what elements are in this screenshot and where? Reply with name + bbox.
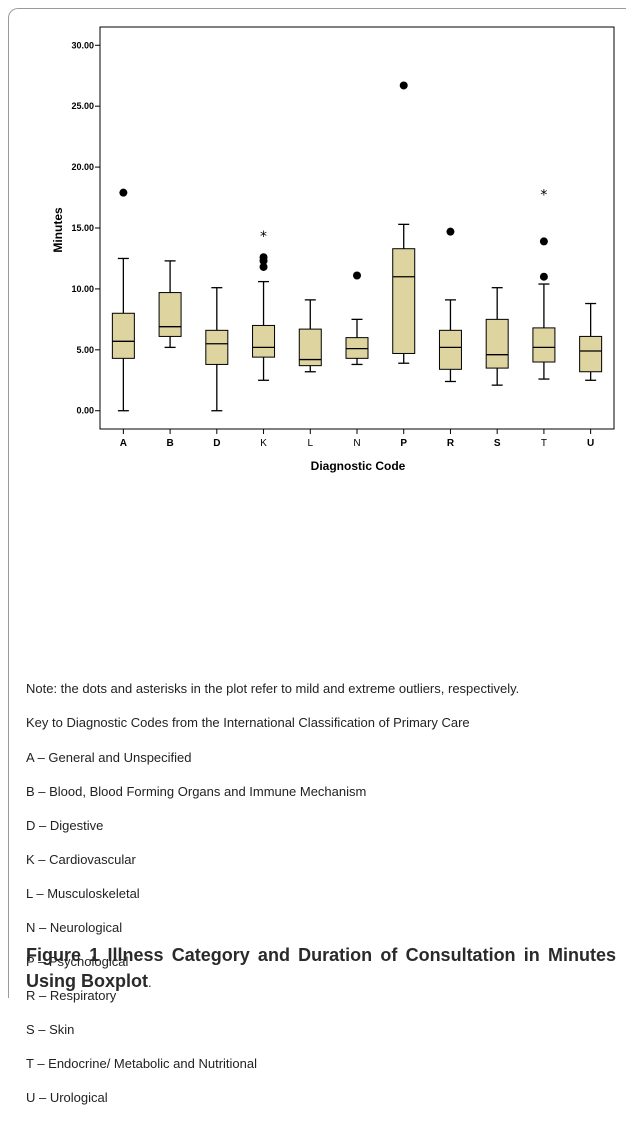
key-item: K – Cardiovascular (26, 852, 136, 867)
y-tick-label: 30.00 (71, 40, 94, 50)
box-s (485, 318, 509, 369)
outlier-note: Note: the dots and asterisks in the plot… (26, 681, 520, 696)
box-a (111, 312, 135, 359)
box-b (158, 292, 182, 337)
box-t (532, 327, 556, 363)
mild-outlier-dot (446, 227, 455, 236)
key-item: U – Urological (26, 1090, 108, 1105)
mild-outlier-dot (399, 81, 408, 90)
x-tick-label: B (166, 438, 173, 449)
x-tick-label: R (447, 438, 455, 449)
y-tick-label: 0.00 (76, 406, 94, 416)
x-tick-label: L (307, 438, 313, 449)
x-tick-label: K (260, 438, 267, 449)
plot-area-border (99, 26, 615, 430)
x-tick-label: D (213, 438, 220, 449)
x-tick-label: U (587, 438, 594, 449)
x-axis-label: Diagnostic Code (311, 459, 406, 473)
x-tick-label: T (541, 438, 547, 449)
box-u (579, 335, 603, 373)
key-item: R – Respiratory (26, 988, 117, 1003)
key-item: S – Skin (26, 1022, 75, 1037)
key-item: T – Endocrine/ Metabolic and Nutritional (26, 1056, 257, 1071)
box-d (205, 329, 229, 365)
x-tick-label: S (494, 438, 501, 449)
y-tick-label: 20.00 (71, 162, 94, 172)
key-title: Key to Diagnostic Codes from the Interna… (26, 715, 470, 730)
figure-title: Illness Category and Duration of Consult… (26, 945, 616, 991)
boxplot-chart: Minutes Diagnostic Code 0.00 5.00 10.00 15.… (51, 26, 615, 473)
y-tick-label: 15.00 (71, 223, 94, 233)
diagnostic-code-key: A – General and Unspecified B – Blood, B… (26, 749, 366, 1123)
x-tick-label: A (120, 438, 127, 449)
x-tick-label: N (353, 438, 360, 449)
mild-outlier-dot (539, 237, 548, 246)
figure-label: Figure 1 (26, 945, 100, 965)
mild-outlier-dot (539, 272, 548, 281)
caption-period: . (148, 975, 152, 990)
box-l (298, 328, 322, 367)
mild-outlier-dot (259, 262, 268, 271)
y-tick-label: 10.00 (71, 284, 94, 294)
extreme-outlier-asterisk: * (260, 229, 267, 245)
x-tick-label: P (400, 438, 407, 449)
box-p (392, 248, 416, 354)
figure-caption: Figure 1 Illness Category and Duration o… (26, 942, 616, 996)
box-r (438, 329, 462, 370)
key-item: D – Digestive (26, 818, 104, 833)
key-item: N – Neurological (26, 920, 123, 935)
key-item: L – Musculoskeletal (26, 886, 140, 901)
extreme-outlier-asterisk: * (540, 187, 547, 203)
mild-outlier-dot (259, 253, 268, 262)
key-item: P – Psychological (26, 954, 129, 969)
mild-outlier-dot (353, 271, 361, 280)
key-item: B – Blood, Blood Forming Organs and Immu… (26, 784, 367, 799)
box-k (252, 324, 276, 358)
y-tick-label: 25.00 (71, 101, 94, 111)
y-axis-label: Minutes (51, 207, 65, 253)
figure-frame (8, 8, 626, 998)
key-item: A – General and Unspecified (26, 750, 192, 765)
y-tick-label: 5.00 (76, 345, 94, 355)
mild-outlier-dot (119, 188, 128, 197)
